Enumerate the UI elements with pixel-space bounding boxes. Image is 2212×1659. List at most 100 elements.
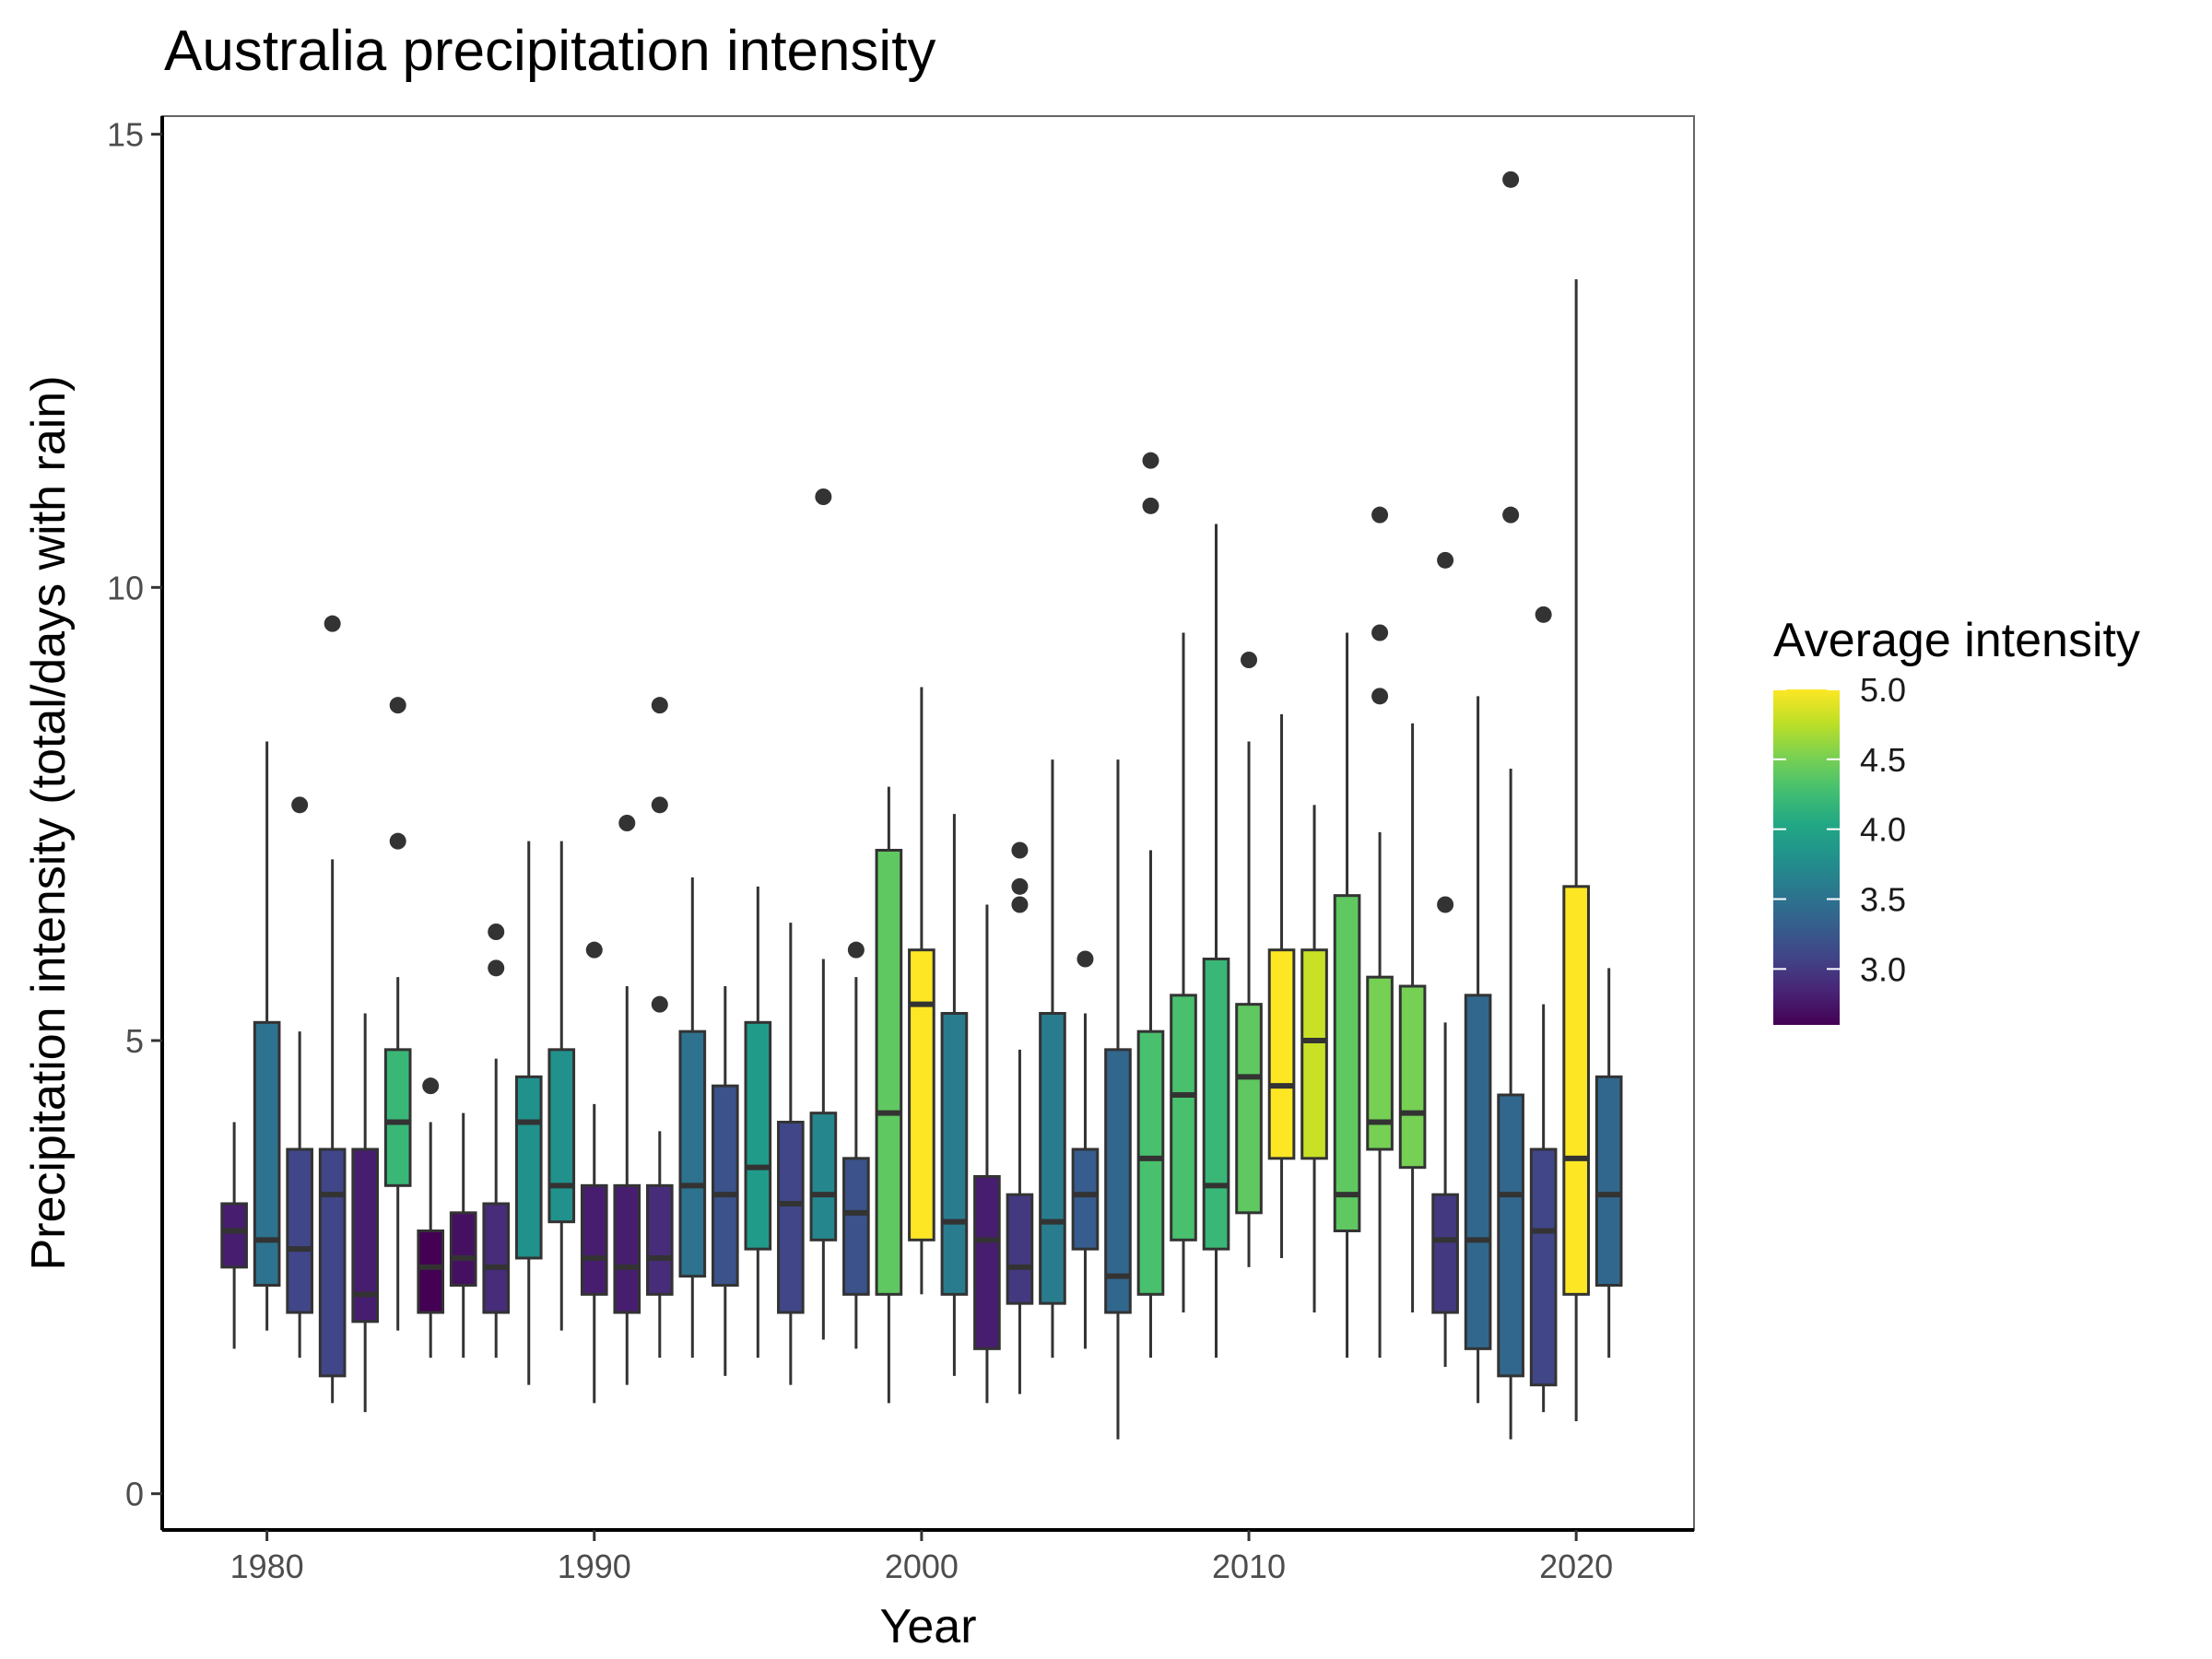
- outlier-point: [291, 796, 309, 814]
- box-2011: [1267, 714, 1296, 1258]
- y-axis-title: Precipitation intensity (total/days with…: [22, 375, 76, 1270]
- outlier-point: [1371, 506, 1389, 524]
- outlier-point: [1241, 652, 1258, 668]
- y-axis-ticks: 0 5 10 15: [107, 116, 162, 1513]
- box-body: [220, 1202, 248, 1269]
- box-1984: [383, 697, 412, 1331]
- outlier-point: [1011, 877, 1029, 895]
- box-body: [1104, 1048, 1132, 1314]
- box-body: [973, 1175, 1001, 1350]
- box-2021: [1594, 968, 1623, 1359]
- box-1989: [547, 841, 576, 1331]
- colorbar: [1773, 689, 1840, 1025]
- outlier-point: [651, 995, 668, 1013]
- box-1999: [875, 786, 903, 1404]
- box-body: [744, 1020, 772, 1251]
- box-1993: [678, 877, 707, 1359]
- box-body: [514, 1075, 543, 1260]
- box-body: [286, 1147, 313, 1314]
- box-body: [678, 1030, 707, 1278]
- plot-marks: [220, 171, 1623, 1440]
- x-tick-label: 1990: [558, 1547, 631, 1585]
- box-2007: [1136, 452, 1165, 1359]
- box-body: [1529, 1147, 1558, 1387]
- box-2013: [1333, 632, 1361, 1359]
- outlier-point: [1502, 171, 1520, 188]
- box-1985: [417, 1077, 445, 1359]
- outlier-point: [488, 924, 505, 940]
- outlier-point: [651, 697, 668, 714]
- box-body: [1398, 984, 1427, 1170]
- box-body: [1267, 948, 1296, 1160]
- colorbar-label: 3.5: [1860, 881, 1906, 919]
- box-body: [1039, 1012, 1066, 1305]
- box-body: [1170, 994, 1197, 1241]
- box-2017: [1464, 696, 1492, 1404]
- x-tick-label: 2020: [1539, 1547, 1613, 1585]
- box-body: [417, 1230, 445, 1314]
- outlier-point: [1502, 506, 1520, 524]
- box-body: [1464, 994, 1492, 1350]
- x-tick-label: 2000: [885, 1547, 959, 1585]
- box-1979: [220, 1122, 248, 1349]
- box-body: [940, 1012, 969, 1296]
- x-tick-label: 2010: [1212, 1547, 1286, 1585]
- y-tick-label: 0: [125, 1476, 144, 1513]
- x-tick-label: 1980: [230, 1547, 304, 1585]
- outlier-point: [585, 941, 603, 959]
- outlier-point: [422, 1077, 440, 1095]
- outlier-point: [1077, 950, 1094, 968]
- box-1982: [318, 615, 347, 1404]
- box-2005: [1071, 950, 1100, 1349]
- outlier-point: [488, 959, 505, 977]
- box-body: [613, 1183, 641, 1314]
- chart-title: Australia precipitation intensity: [164, 19, 935, 83]
- box-body: [645, 1183, 674, 1296]
- outlier-point: [389, 697, 406, 714]
- box-1987: [482, 924, 511, 1359]
- box-body: [712, 1084, 739, 1287]
- box-body: [482, 1202, 511, 1314]
- box-2001: [940, 814, 969, 1376]
- box-body: [1071, 1147, 1100, 1251]
- box-body: [1202, 958, 1230, 1251]
- outlier-point: [1011, 896, 1029, 913]
- box-body: [777, 1121, 805, 1314]
- box-2004: [1039, 759, 1066, 1359]
- box-body: [1136, 1030, 1165, 1296]
- legend-colorbar: 5.0 4.5 4.0 3.5 3.0: [1773, 671, 1906, 1025]
- box-2009: [1202, 524, 1230, 1359]
- outlier-point: [1011, 841, 1029, 859]
- box-1995: [744, 886, 772, 1359]
- box-body: [1235, 1003, 1263, 1215]
- box-body: [875, 849, 903, 1296]
- y-tick-label: 15: [107, 116, 144, 154]
- box-body: [449, 1211, 477, 1288]
- box-2006: [1104, 759, 1132, 1440]
- outlier-point: [389, 832, 406, 850]
- box-body: [253, 1020, 281, 1288]
- box-1994: [712, 986, 739, 1376]
- box-2020: [1562, 279, 1590, 1421]
- outlier-point: [1437, 896, 1454, 913]
- box-1980: [253, 741, 281, 1331]
- box-body: [1497, 1093, 1524, 1378]
- box-body: [1006, 1193, 1034, 1305]
- box-body: [809, 1112, 838, 1241]
- colorbar-label: 4.5: [1860, 741, 1906, 779]
- plot-panel: [161, 115, 1695, 1531]
- x-axis-title: Year: [879, 1600, 976, 1653]
- box-body: [547, 1048, 576, 1224]
- box-1998: [842, 941, 870, 1349]
- box-body: [842, 1157, 870, 1296]
- outlier-point: [1142, 497, 1159, 514]
- outlier-point: [1535, 606, 1552, 623]
- outlier-point: [1371, 688, 1389, 705]
- box-2015: [1398, 723, 1427, 1312]
- box-2018: [1497, 171, 1524, 1440]
- box-body: [1431, 1193, 1459, 1314]
- box-body: [1300, 948, 1328, 1160]
- colorbar-label: 5.0: [1860, 671, 1906, 709]
- box-1981: [286, 796, 313, 1359]
- box-body: [908, 948, 935, 1241]
